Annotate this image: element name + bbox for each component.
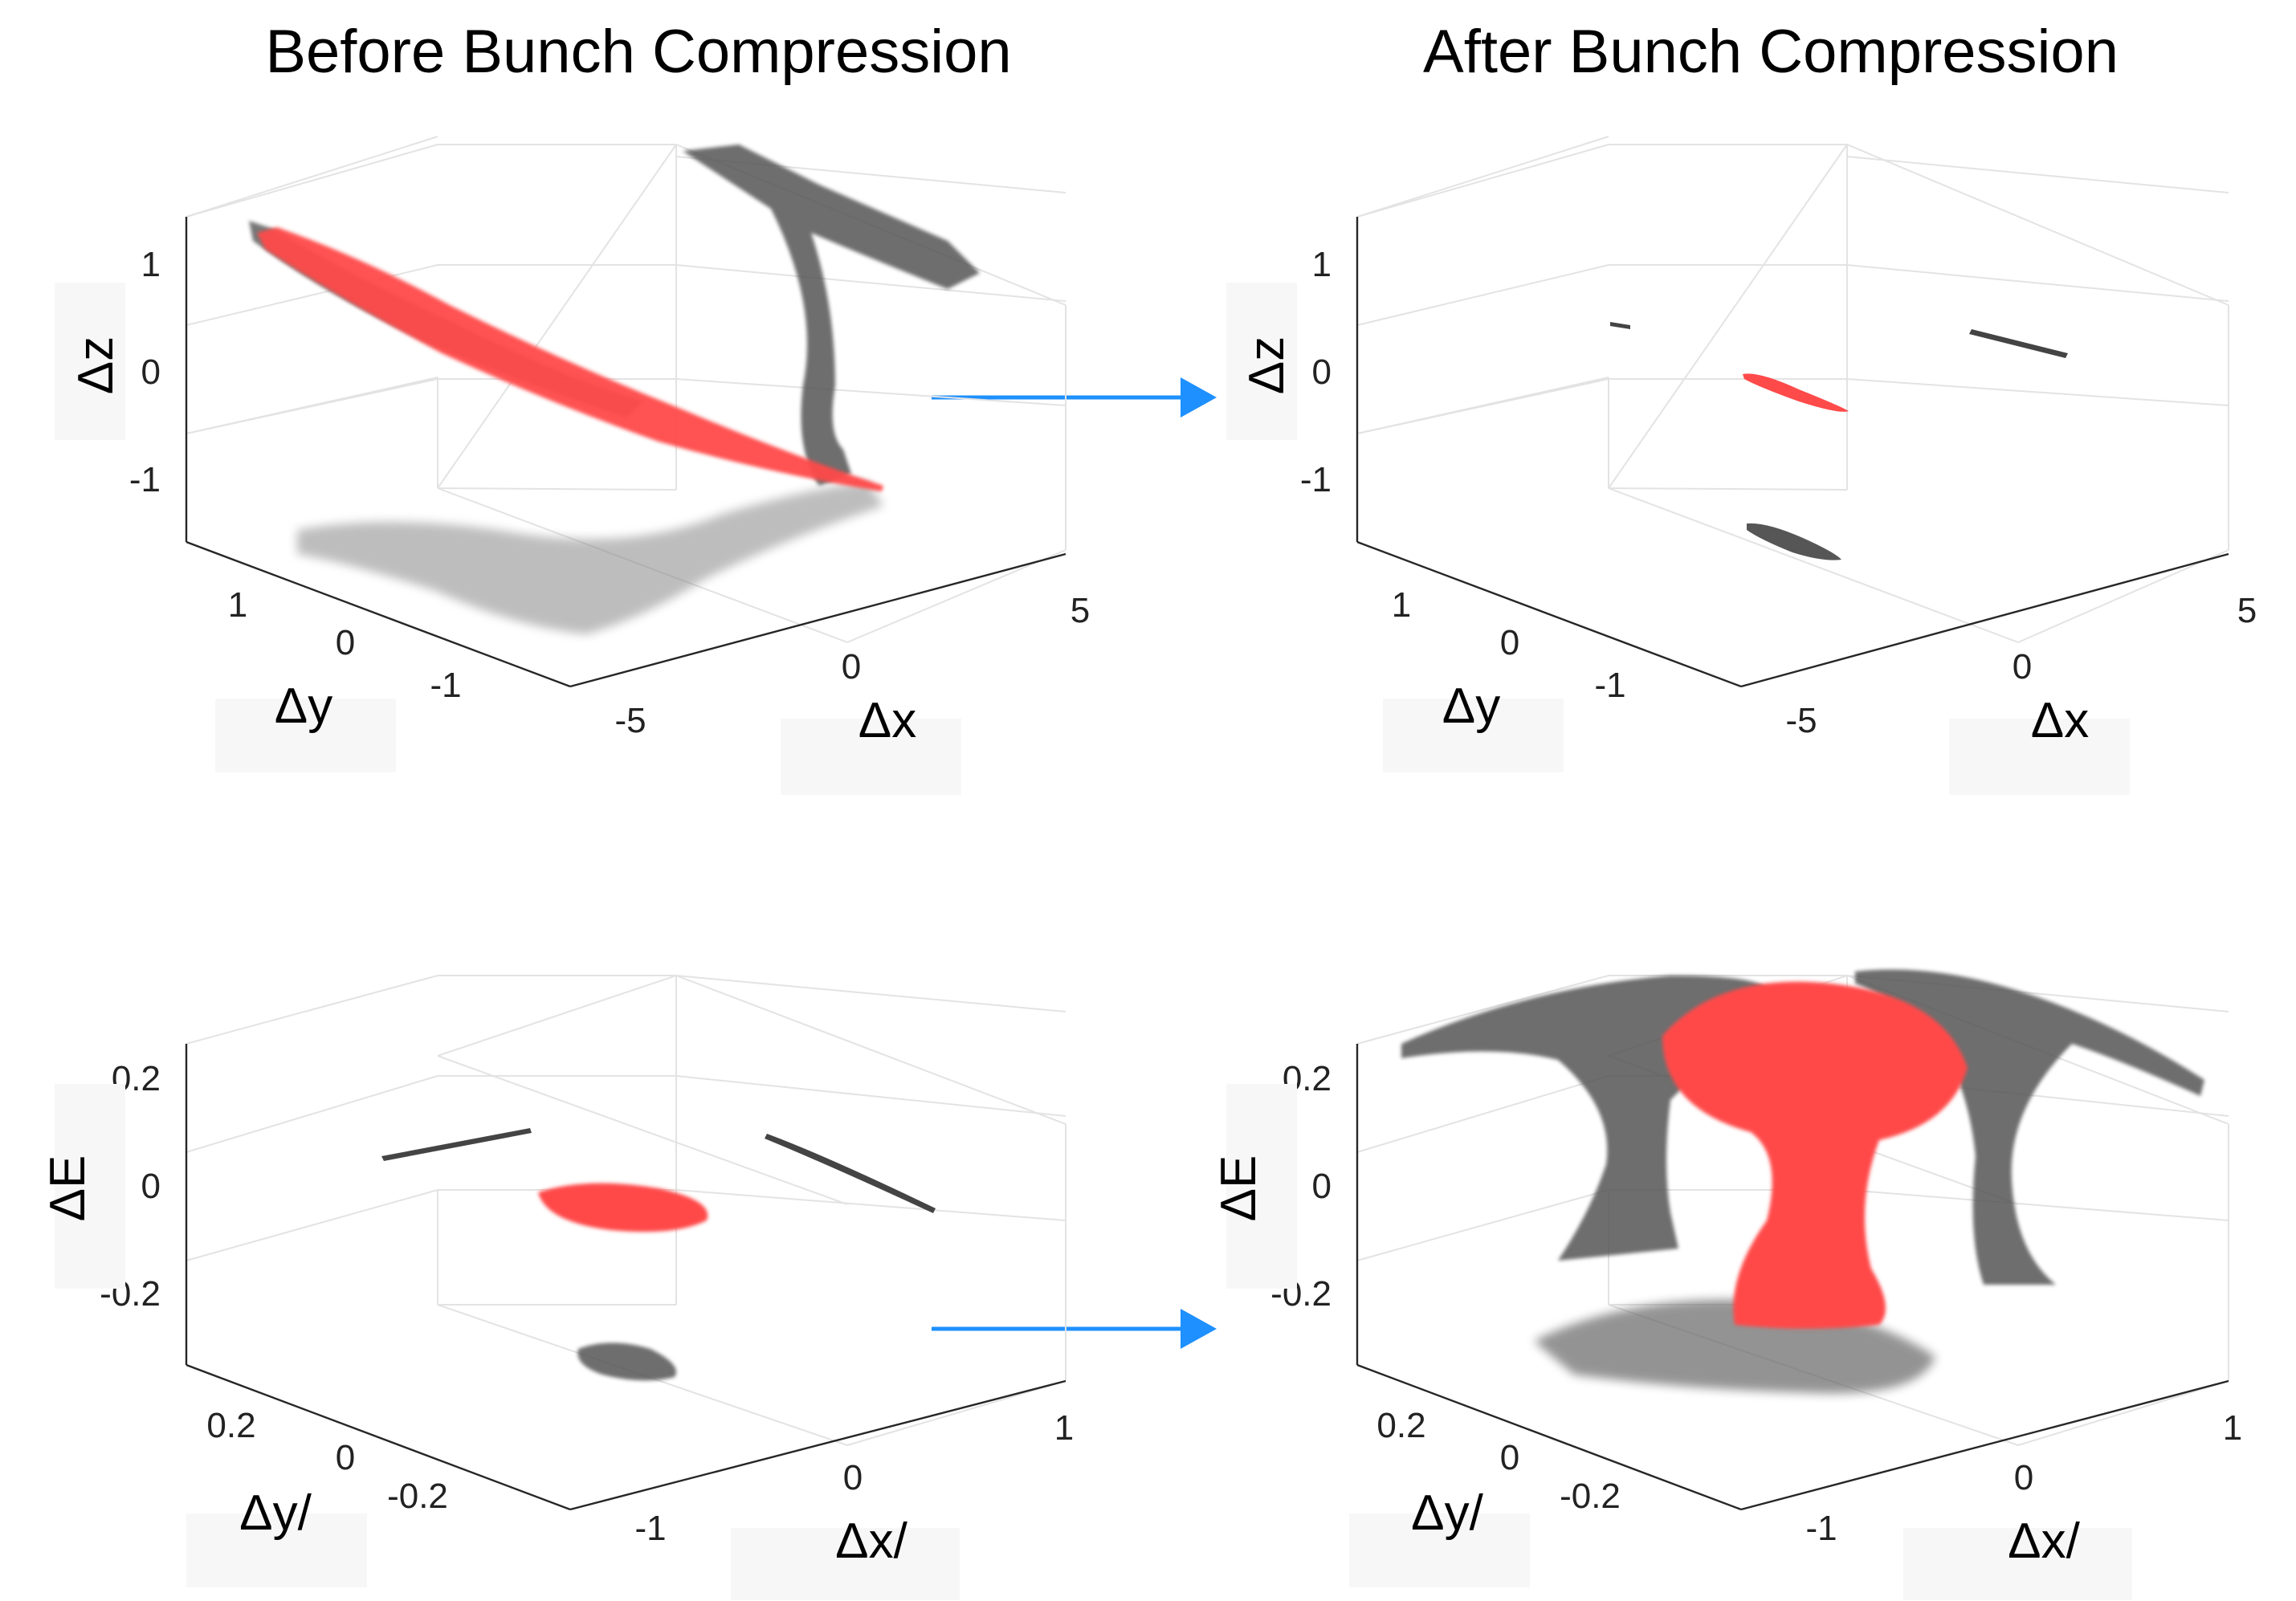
- x-axis-label: Δx: [858, 693, 916, 748]
- x-axis-label: Δx/: [2008, 1513, 2080, 1569]
- projection-back-wall: [1969, 329, 2068, 358]
- z-label-box: [1226, 283, 1297, 440]
- y-tick-0-2: 0.2: [206, 1406, 255, 1445]
- panel-before-position: 1 0 -1 1 0 -1 -5 0 5 Δz Δy Δx: [55, 136, 1090, 795]
- x-tick-5: 5: [2237, 591, 2257, 630]
- y-tick-0: 0: [1500, 1438, 1519, 1477]
- x-tick-0: 0: [2014, 1458, 2033, 1497]
- x-tick-neg5: -5: [614, 701, 646, 740]
- panel-before-momentum: 0.2 0 -0.2 0.2 0 -0.2 -1 0 1 ΔE Δy/ Δx/: [40, 974, 1074, 1600]
- x-label-box: [1949, 719, 2130, 795]
- x-tick-labels: -1 0 1: [634, 1408, 1074, 1548]
- y-axis-label: Δy/: [239, 1485, 312, 1541]
- y-tick-1: 1: [1392, 585, 1411, 625]
- y-axis-label: Δy: [275, 678, 332, 734]
- z-tick-neg1: -1: [1300, 460, 1332, 499]
- projection-side-wall: [1610, 322, 1630, 329]
- projection-back-wall: [683, 145, 980, 486]
- z-tick-labels: 0.2 0 -0.2: [1270, 1059, 1332, 1314]
- y-tick-labels: 0.2 0 -0.2: [1376, 1406, 1621, 1516]
- y-tick-labels: 0.2 0 -0.2: [206, 1406, 448, 1516]
- panel-after-momentum: 0.2 0 -0.2 0.2 0 -0.2 -1 0 1 ΔE Δy/ Δx/: [1211, 969, 2242, 1600]
- y-label-box: [215, 699, 396, 772]
- y-tick-neg0-2: -0.2: [387, 1477, 448, 1516]
- particle-cloud: [257, 227, 883, 491]
- z-tick-labels: 1 0 -1: [129, 245, 161, 499]
- projection-back-wall: [765, 1134, 936, 1213]
- z-tick-0: 0: [1312, 1167, 1332, 1206]
- z-label-box: [55, 283, 125, 440]
- z-tick-0: 0: [1312, 352, 1332, 392]
- z-label-box: [55, 1084, 125, 1289]
- x-label-box: [781, 719, 961, 795]
- x-tick-0: 0: [843, 1458, 863, 1497]
- x-tick-5: 5: [1071, 591, 1090, 630]
- x-tick-neg5: -5: [1785, 701, 1817, 740]
- y-tick-0: 0: [336, 623, 355, 662]
- y-tick-0: 0: [336, 1438, 355, 1477]
- y-tick-neg0-2: -0.2: [1560, 1477, 1621, 1516]
- axes: [185, 217, 1066, 688]
- z-axis-label: Δz: [1239, 336, 1295, 394]
- x-tick-0: 0: [2013, 647, 2032, 686]
- x-axis-label: Δx: [2031, 693, 2089, 748]
- x-tick-0: 0: [842, 647, 861, 686]
- projection-side-wall: [381, 1128, 532, 1161]
- projection-floor: [577, 1342, 676, 1381]
- z-tick-1: 1: [1312, 245, 1332, 284]
- projection-floor: [1747, 523, 1841, 560]
- y-label-box: [1383, 699, 1564, 772]
- axes: [185, 1044, 1066, 1511]
- y-tick-labels: 1 0 -1: [228, 585, 462, 705]
- particle-cloud: [1662, 981, 1968, 1329]
- panel-after-position: 1 0 -1 1 0 -1 -5 0 5 Δz Δy Δx: [1226, 136, 2257, 795]
- projection-floor: [297, 482, 883, 634]
- z-tick-1: 1: [141, 245, 161, 284]
- particle-cloud: [1743, 373, 1849, 412]
- x-tick-neg1: -1: [634, 1509, 666, 1548]
- x-tick-1: 1: [1054, 1408, 1074, 1448]
- y-axis-label: Δy/: [1411, 1485, 1483, 1541]
- grid: [1356, 136, 2229, 643]
- x-tick-1: 1: [2223, 1408, 2242, 1448]
- y-axis-label: Δy: [1442, 678, 1500, 734]
- y-tick-neg1: -1: [430, 666, 461, 705]
- x-tick-labels: -1 0 1: [1805, 1408, 2242, 1548]
- z-tick-0: 0: [141, 1167, 161, 1206]
- y-label-box: [186, 1513, 367, 1587]
- y-tick-0: 0: [1500, 623, 1519, 662]
- z-label-box: [1226, 1084, 1297, 1289]
- z-tick-0: 0: [141, 352, 161, 392]
- x-label-box: [1903, 1528, 2132, 1600]
- title-before: Before Bunch Compression: [265, 18, 1011, 86]
- axes: [1356, 1044, 2229, 1511]
- x-axis-label: Δx/: [835, 1513, 907, 1569]
- x-tick-labels: -5 0 5: [1785, 591, 2257, 740]
- x-label-box: [731, 1528, 960, 1600]
- particle-cloud: [538, 1183, 708, 1232]
- z-tick-neg1: -1: [129, 460, 161, 499]
- y-tick-0-2: 0.2: [1376, 1406, 1425, 1445]
- x-tick-labels: -5 0 5: [614, 591, 1090, 740]
- y-tick-1: 1: [228, 585, 247, 625]
- z-axis-label: ΔE: [1211, 1155, 1266, 1222]
- title-after: After Bunch Compression: [1423, 18, 2119, 86]
- y-tick-neg1: -1: [1594, 666, 1625, 705]
- y-tick-labels: 1 0 -1: [1392, 585, 1626, 705]
- axes: [1356, 217, 2229, 688]
- z-axis-label: ΔE: [40, 1155, 96, 1222]
- y-label-box: [1349, 1513, 1530, 1587]
- z-axis-label: Δz: [68, 336, 124, 394]
- z-tick-labels: 1 0 -1: [1300, 245, 1332, 499]
- x-tick-neg1: -1: [1805, 1509, 1837, 1548]
